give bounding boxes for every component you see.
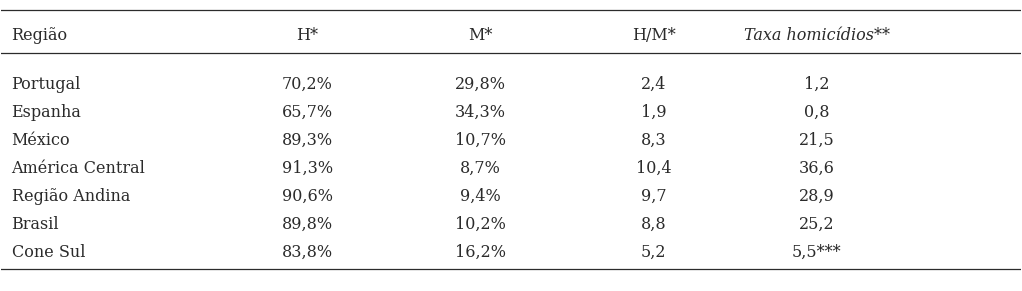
Text: 65,7%: 65,7%: [282, 104, 333, 121]
Text: 5,5***: 5,5***: [792, 244, 841, 261]
Text: 70,2%: 70,2%: [282, 76, 332, 93]
Text: 1,9: 1,9: [641, 104, 666, 121]
Text: América Central: América Central: [11, 160, 145, 177]
Text: Cone Sul: Cone Sul: [11, 244, 85, 261]
Text: 89,8%: 89,8%: [282, 216, 333, 233]
Text: H/M*: H/M*: [632, 27, 676, 44]
Text: 28,9: 28,9: [799, 188, 835, 205]
Text: Brasil: Brasil: [11, 216, 59, 233]
Text: México: México: [11, 132, 71, 149]
Text: 1,2: 1,2: [804, 76, 830, 93]
Text: 9,7: 9,7: [641, 188, 666, 205]
Text: 8,8: 8,8: [641, 216, 666, 233]
Text: H*: H*: [296, 27, 318, 44]
Text: 29,8%: 29,8%: [455, 76, 506, 93]
Text: Região Andina: Região Andina: [11, 188, 130, 205]
Text: 91,3%: 91,3%: [282, 160, 333, 177]
Text: Taxa homicídios**: Taxa homicídios**: [744, 27, 890, 44]
Text: M*: M*: [468, 27, 493, 44]
Text: 9,4%: 9,4%: [460, 188, 501, 205]
Text: 90,6%: 90,6%: [282, 188, 332, 205]
Text: 5,2: 5,2: [641, 244, 666, 261]
Text: Região: Região: [11, 27, 67, 44]
Text: 10,2%: 10,2%: [455, 216, 506, 233]
Text: 36,6: 36,6: [799, 160, 835, 177]
Text: 10,4: 10,4: [636, 160, 671, 177]
Text: 10,7%: 10,7%: [455, 132, 506, 149]
Text: 16,2%: 16,2%: [455, 244, 506, 261]
Text: 8,7%: 8,7%: [460, 160, 501, 177]
Text: 83,8%: 83,8%: [282, 244, 333, 261]
Text: 34,3%: 34,3%: [455, 104, 506, 121]
Text: 0,8: 0,8: [804, 104, 830, 121]
Text: 89,3%: 89,3%: [282, 132, 333, 149]
Text: 8,3: 8,3: [641, 132, 666, 149]
Text: 21,5: 21,5: [799, 132, 835, 149]
Text: 2,4: 2,4: [641, 76, 666, 93]
Text: Espanha: Espanha: [11, 104, 82, 121]
Text: Portugal: Portugal: [11, 76, 81, 93]
Text: 25,2: 25,2: [799, 216, 835, 233]
